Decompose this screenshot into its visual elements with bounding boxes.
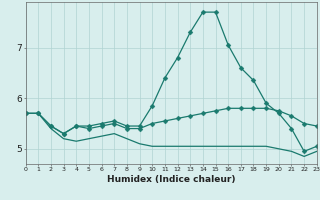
X-axis label: Humidex (Indice chaleur): Humidex (Indice chaleur) (107, 175, 236, 184)
